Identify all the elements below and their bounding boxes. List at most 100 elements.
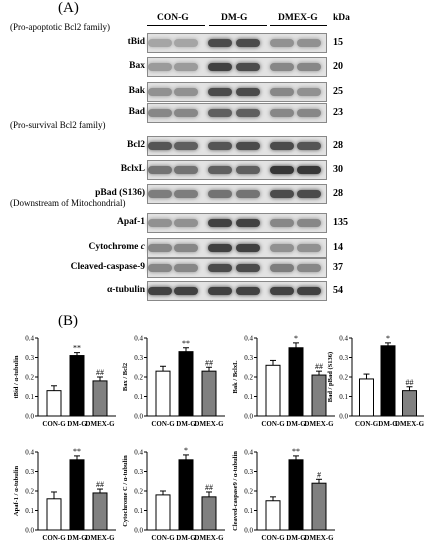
blot-band: [297, 109, 321, 117]
panel-b-label: (B): [58, 313, 78, 329]
chart-significance-mark: ##: [205, 358, 213, 367]
group-underline-con: [147, 25, 205, 26]
chart-bar: [265, 500, 281, 531]
chart-bar: [311, 374, 327, 417]
blot-band: [208, 190, 232, 198]
chart-category-label: CON-G: [355, 420, 379, 428]
chart-category-label: DMEX-G: [304, 534, 334, 542]
chart-y-tick-label: 0.3: [134, 468, 143, 476]
category-downstream: (Downstream of Mitochondrial): [10, 198, 126, 208]
blot-band: [270, 166, 294, 174]
chart-significance-mark: ##: [406, 378, 414, 387]
blot-band: [270, 219, 294, 227]
blot-kda-9: 37: [333, 262, 343, 273]
chart-y-tick-label: 0.1: [134, 507, 143, 515]
blot-label-7: Apaf-1: [117, 217, 145, 227]
blot-band: [270, 264, 294, 272]
chart-category-label: DMEX-G: [85, 534, 115, 542]
chart-category-label: CON-G: [261, 420, 285, 428]
chart-bar: [288, 459, 304, 531]
blot-band: [174, 142, 198, 150]
blot-band: [148, 219, 172, 227]
chart-y-tick-label: 0.3: [244, 354, 253, 362]
blot-band: [208, 88, 232, 96]
blot-band: [270, 244, 294, 252]
chart-bar: [155, 370, 171, 417]
chart-y-tick-label: 0.4: [134, 335, 143, 343]
chart-y-tick-label: 0.0: [25, 527, 34, 535]
chart-y-label: Apaf-1 / α-tubulin: [13, 466, 20, 517]
blot-band: [148, 287, 172, 295]
chart-significance-mark: ##: [205, 483, 213, 492]
blot-kda-0: 15: [333, 37, 343, 48]
blot-strip-5: [147, 160, 327, 180]
blot-band: [148, 63, 172, 71]
chart-category-label: DMEX-G: [304, 420, 334, 428]
blot-band: [148, 109, 172, 117]
blot-strip-8: [147, 238, 327, 258]
chart-significance-mark: ##: [96, 368, 104, 377]
chart-y-tick-label: 0.4: [339, 335, 348, 343]
blot-strip-6: [147, 184, 327, 204]
blot-band: [297, 63, 321, 71]
category-pro-survival: (Pro-survival Bcl2 family): [10, 120, 106, 130]
kda-header: kDa: [333, 13, 350, 23]
blot-label-9: Cleaved-caspase-9: [70, 262, 145, 272]
chart-bar: [46, 498, 62, 531]
blot-band: [270, 287, 294, 295]
blot-band: [297, 190, 321, 198]
chart-y-tick-label: 0.1: [25, 393, 34, 401]
chart-category-label: DMEX-G: [194, 534, 224, 542]
blot-kda-2: 25: [333, 86, 343, 97]
chart-bar: [311, 482, 327, 531]
blot-band: [208, 39, 232, 47]
blot-kda-7: 135: [333, 217, 348, 228]
chart-category-label: CON-G: [42, 534, 66, 542]
blot-band: [236, 244, 260, 252]
chart-significance-mark: ##: [96, 480, 104, 489]
blot-kda-4: 28: [333, 140, 343, 151]
chart-category-label: DM-G: [176, 420, 196, 428]
blot-label-4: Bcl2: [127, 140, 145, 150]
blot-band: [270, 39, 294, 47]
blot-band: [236, 88, 260, 96]
blot-band: [174, 109, 198, 117]
chart-y-label: Cytochrome C / α-tubulin: [122, 455, 129, 527]
blot-label-1: Bax: [129, 61, 145, 71]
chart-significance-mark: **: [73, 344, 81, 353]
blot-band: [174, 63, 198, 71]
chart-category-label: DM-G: [378, 420, 398, 428]
blot-band: [297, 219, 321, 227]
blot-band: [270, 109, 294, 117]
blot-band: [174, 219, 198, 227]
chart-significance-mark: #: [317, 470, 321, 479]
blot-band: [208, 142, 232, 150]
chart-y-tick-label: 0.4: [25, 449, 34, 457]
chart-bar: [178, 459, 194, 531]
group-underline-dmex: [270, 25, 327, 26]
blot-label-0: tBid: [127, 37, 145, 47]
blot-band: [236, 142, 260, 150]
chart-bar: [92, 380, 108, 417]
blot-band: [174, 166, 198, 174]
blot-strip-0: [147, 33, 327, 53]
blot-band: [148, 264, 172, 272]
chart-significance-mark: *: [386, 334, 390, 343]
blot-band: [236, 287, 260, 295]
chart-bar: [201, 370, 217, 417]
chart-category-label: DM-G: [286, 534, 306, 542]
chart-y-label: Bax / Bcl2: [122, 363, 129, 391]
blot-band: [297, 39, 321, 47]
blot-band: [270, 190, 294, 198]
chart-y-tick-label: 0.2: [339, 374, 348, 382]
chart-category-label: DM-G: [67, 420, 87, 428]
blot-band: [208, 264, 232, 272]
chart-y-label: Cleaved-caspase9 / α-tubulin: [232, 451, 239, 531]
blot-band: [174, 190, 198, 198]
chart-y-tick-label: 0.1: [244, 507, 253, 515]
chart-y-tick-label: 0.3: [244, 468, 253, 476]
chart-y-tick-label: 0.3: [339, 354, 348, 362]
blot-label-2: Bak: [128, 86, 145, 96]
blot-band: [208, 287, 232, 295]
